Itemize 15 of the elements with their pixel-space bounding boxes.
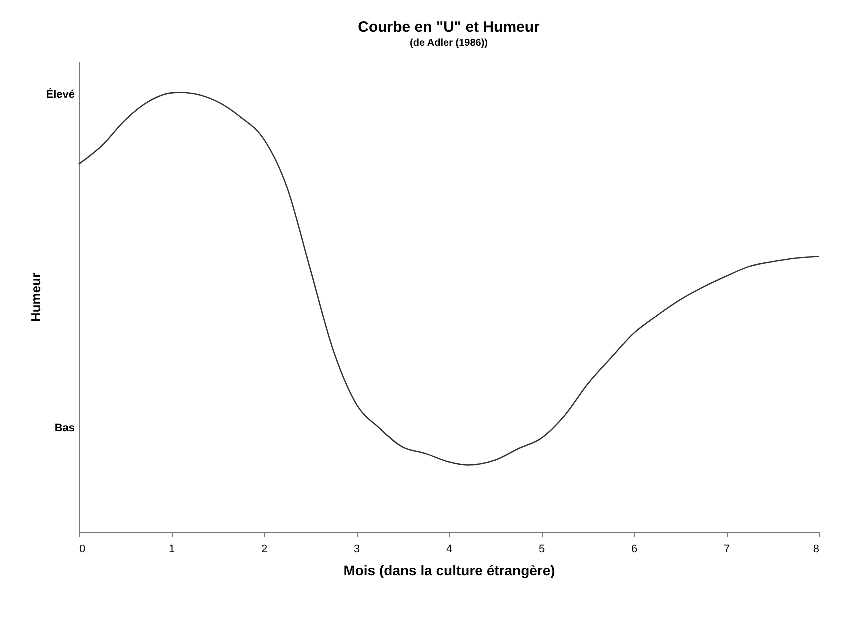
x-tick-label: 1: [168, 544, 176, 556]
x-tick-label: 2: [261, 544, 268, 556]
x-tick-label: 0: [80, 544, 86, 556]
x-tick-label: 4: [446, 544, 453, 556]
x-tick-label: 7: [724, 544, 730, 556]
text: Bas: [54, 422, 75, 435]
x-tick-label: 3: [354, 544, 360, 556]
x-tick-label: 5: [538, 544, 546, 556]
y-axis-title: Humeur: [28, 272, 44, 322]
x-axis-title: Mois (dans la culture étrangère): [344, 562, 556, 578]
x-tick-label: 6: [631, 544, 638, 556]
chart-title: Courbe en "U" et Humeur: [358, 19, 540, 36]
text: Élevé: [46, 88, 75, 101]
chart-subtitle: (de Adler (1986)): [410, 38, 488, 49]
x-tick-label: 8: [813, 544, 820, 556]
